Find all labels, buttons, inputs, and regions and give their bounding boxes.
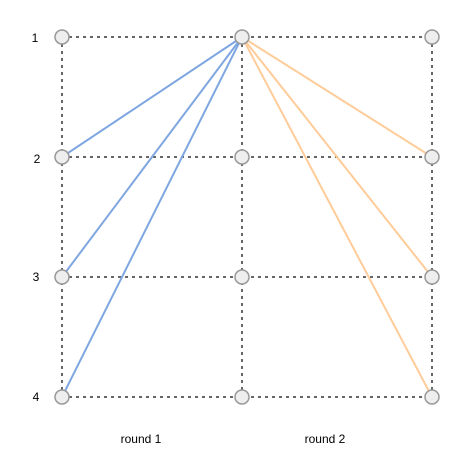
edge-round-2-4 <box>241 36 433 278</box>
row-label-4: 4 <box>33 390 40 404</box>
edge-layer <box>61 36 433 398</box>
row-label-2: 2 <box>34 152 41 166</box>
node-layer <box>54 29 440 405</box>
node-c1-row-2 <box>234 149 250 165</box>
node-c1-row-4 <box>234 389 250 405</box>
node-c0-row-2 <box>54 149 70 165</box>
node-c2-row-3 <box>424 269 440 285</box>
row-label-1: 1 <box>32 31 39 45</box>
node-c0-row-3 <box>54 269 70 285</box>
node-c0-row-1 <box>54 29 70 45</box>
node-c2-row-4 <box>424 389 440 405</box>
node-c2-row-2 <box>424 149 440 165</box>
edge-round-2-3 <box>241 36 433 158</box>
label-layer: 1 2 3 4 round 1 round 2 <box>32 31 346 446</box>
node-c2-row-1 <box>424 29 440 45</box>
edge-round-2-5 <box>241 36 433 398</box>
edge-round-1-2 <box>61 36 243 398</box>
node-c0-row-4 <box>54 389 70 405</box>
row-label-3: 3 <box>33 270 40 284</box>
edge-round-1-0 <box>61 36 243 158</box>
round-2-label: round 2 <box>305 432 346 446</box>
node-c1-row-1 <box>234 29 250 45</box>
grid-layer <box>61 36 433 398</box>
edge-round-1-1 <box>61 36 243 278</box>
round-1-label: round 1 <box>121 432 162 446</box>
node-c1-row-3 <box>234 269 250 285</box>
